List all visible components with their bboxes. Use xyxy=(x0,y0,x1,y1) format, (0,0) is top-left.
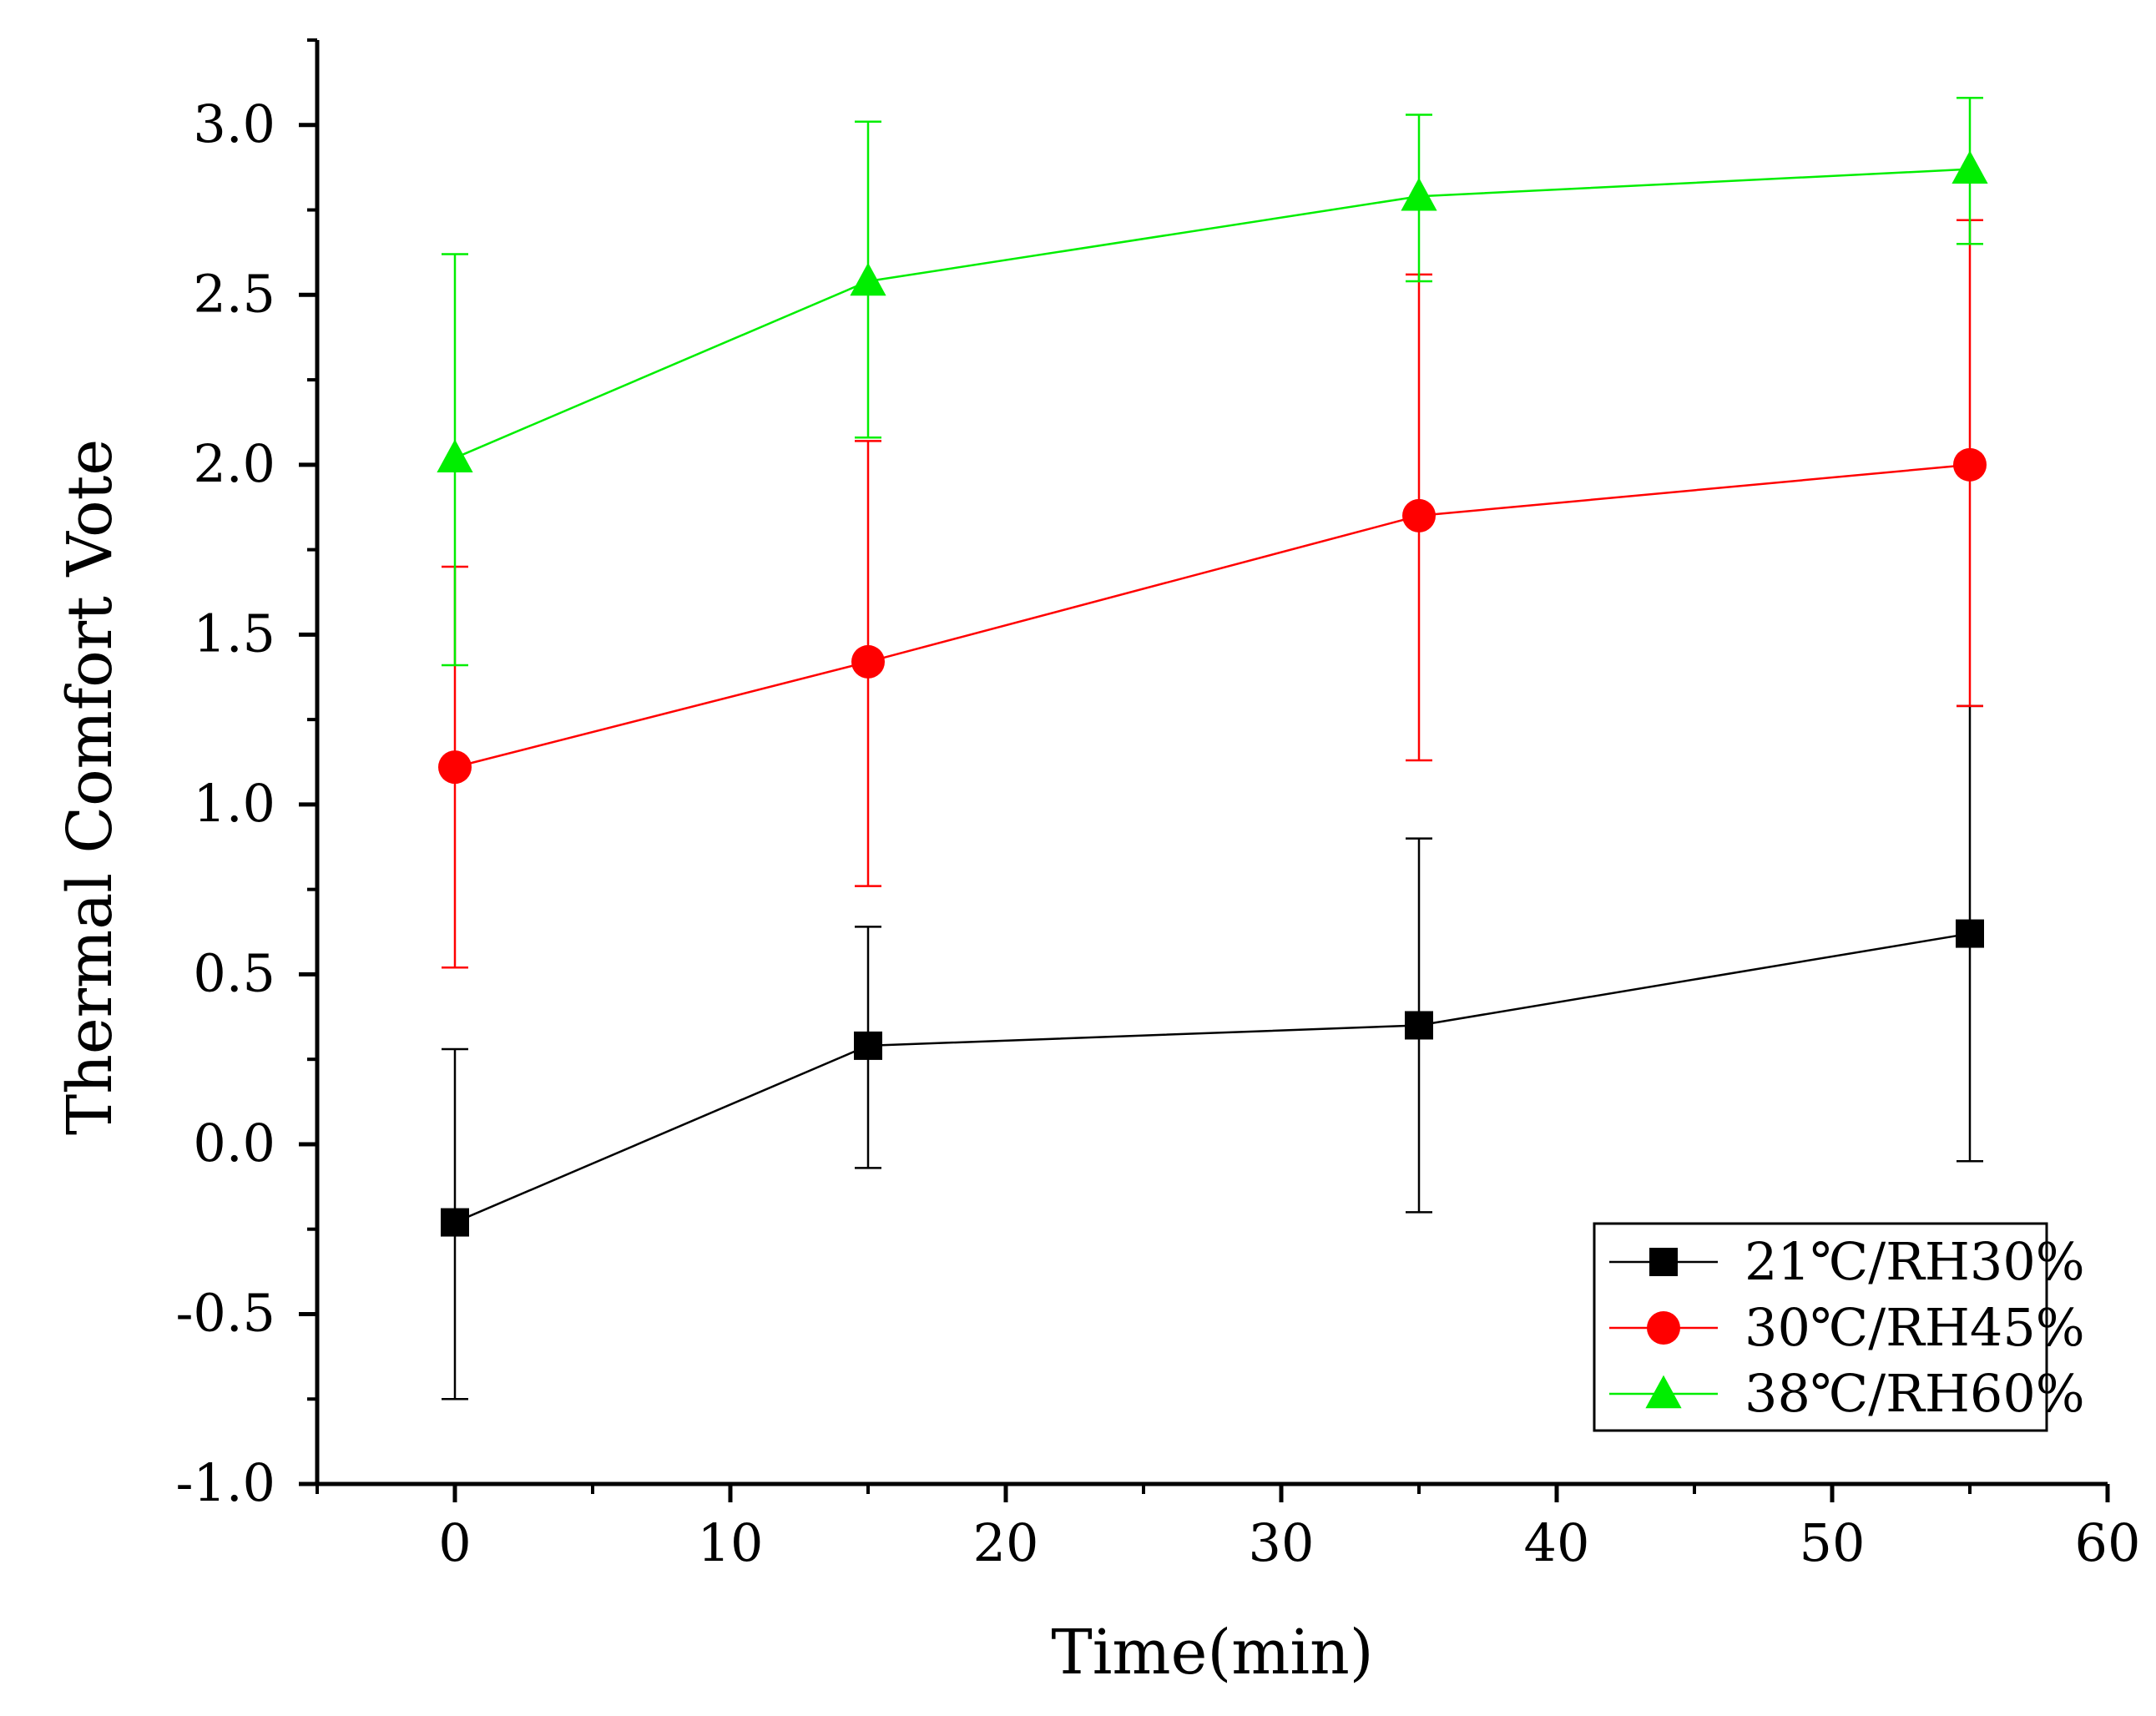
data-point xyxy=(1402,498,1436,532)
data-series xyxy=(437,96,1988,1401)
y-tick-label: 2.0 xyxy=(193,433,275,494)
series-line xyxy=(454,168,1971,459)
x-tick-label: 60 xyxy=(2075,1512,2141,1573)
x-tick-label: 40 xyxy=(1524,1512,1590,1573)
x-tick-label: 0 xyxy=(438,1512,471,1573)
data-point xyxy=(850,262,886,296)
y-axis-title: Thermal Comfort Vote xyxy=(54,439,126,1135)
data-point xyxy=(437,439,473,472)
series-3 xyxy=(437,96,1988,667)
data-point xyxy=(1956,919,1984,948)
x-tick-label: 30 xyxy=(1249,1512,1315,1573)
y-tick-label: 1.5 xyxy=(193,603,275,664)
legend-item: 38℃/RH60% xyxy=(1609,1363,2085,1424)
legend-marker xyxy=(1649,1248,1678,1276)
data-point xyxy=(1405,1011,1433,1040)
series-line xyxy=(454,932,1971,1224)
data-point xyxy=(851,644,885,679)
data-point xyxy=(438,750,472,785)
x-tick-label: 20 xyxy=(973,1512,1039,1573)
y-tick-label: 2.5 xyxy=(193,263,275,324)
series-1 xyxy=(441,704,1984,1401)
axes: 0 10 20 30 40 50 60 -1.0 -0.5 0.0 0.5 1.0 1.5 2.0 2.5 3… xyxy=(175,38,2141,1573)
y-tick-label: 3.0 xyxy=(193,93,275,154)
series-line xyxy=(454,463,1971,769)
legend-marker xyxy=(1647,1311,1680,1345)
legend: 21℃/RH30%30℃/RH45%38℃/RH60% xyxy=(1593,1222,2085,1432)
legend-item: 30℃/RH45% xyxy=(1609,1297,2085,1358)
x-tick-label: 50 xyxy=(1800,1512,1866,1573)
data-point xyxy=(854,1031,882,1060)
y-tick-label: -1.0 xyxy=(175,1452,275,1513)
x-axis-title: Time(min) xyxy=(1051,1617,1373,1688)
series-2 xyxy=(438,219,1987,969)
legend-label: 21℃/RH30% xyxy=(1744,1231,2085,1292)
legend-item: 21℃/RH30% xyxy=(1609,1231,2085,1292)
y-tick-label: 0.5 xyxy=(193,942,275,1003)
data-point xyxy=(441,1208,469,1237)
x-tick-label: 10 xyxy=(698,1512,764,1573)
data-point xyxy=(1953,447,1987,482)
data-point xyxy=(1401,177,1437,211)
legend-label: 38℃/RH60% xyxy=(1744,1363,2085,1424)
y-tick-label: 1.0 xyxy=(193,773,275,834)
legend-marker xyxy=(1645,1375,1682,1409)
legend-label: 30℃/RH45% xyxy=(1744,1297,2085,1358)
y-tick-label: 0.0 xyxy=(193,1113,275,1173)
y-tick-label: -0.5 xyxy=(175,1282,275,1343)
data-point xyxy=(1952,150,1988,184)
